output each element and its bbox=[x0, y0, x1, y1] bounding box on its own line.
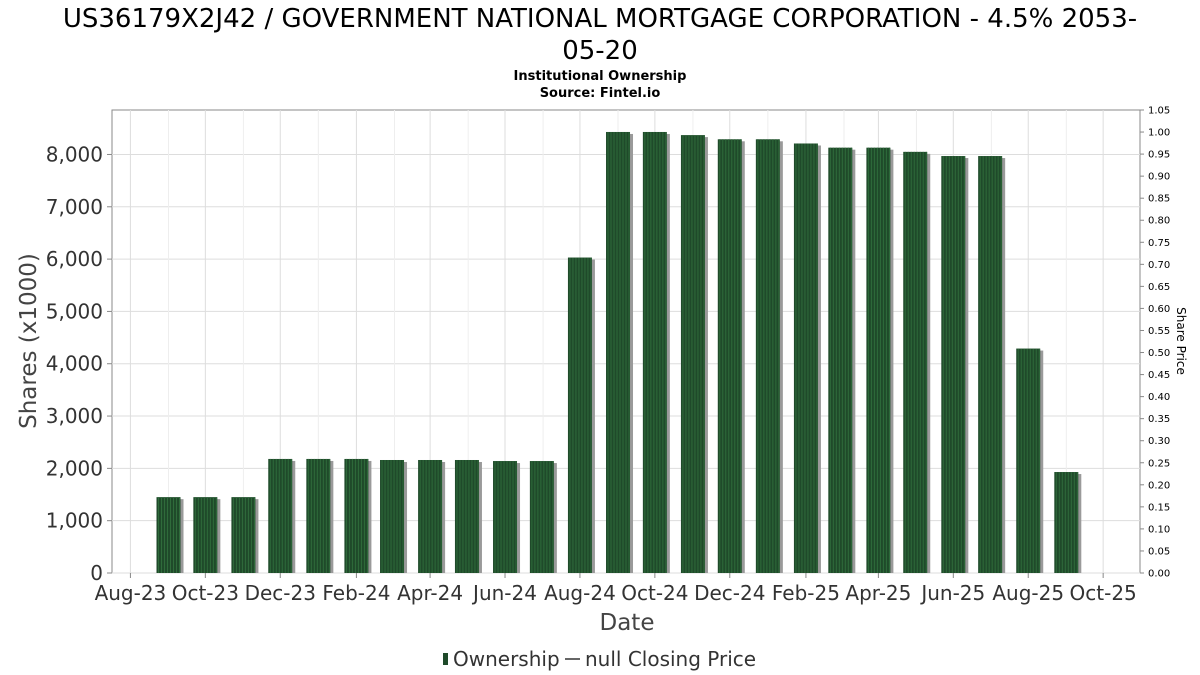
y-tick-label: 0 bbox=[90, 561, 103, 585]
ownership-bar bbox=[529, 461, 554, 573]
chart-title-line2: 05-20 bbox=[562, 36, 638, 66]
x-tick-label: Feb-24 bbox=[322, 581, 390, 605]
ownership-bar bbox=[268, 458, 293, 573]
y-axis-left: 0 1,000 2,000 3,000 4,000 5,000 6,000 7,000 8,00… bbox=[46, 142, 112, 585]
y2-tick-label: 0.95 bbox=[1148, 150, 1170, 161]
bar-fill bbox=[1016, 348, 1041, 573]
y2-tick-label: 0.75 bbox=[1148, 238, 1170, 249]
x-tick-label: Apr-25 bbox=[845, 581, 911, 605]
ownership-bar bbox=[680, 135, 705, 573]
ownership-bar bbox=[344, 458, 369, 573]
ownership-bar bbox=[941, 156, 966, 573]
ownership-bar bbox=[567, 257, 592, 573]
y-tick-label: 1,000 bbox=[46, 509, 103, 533]
chart-source: Source: Fintel.io bbox=[540, 86, 661, 101]
y2-tick-label: 0.45 bbox=[1148, 370, 1170, 381]
y-tick-label: 6,000 bbox=[46, 247, 103, 271]
y2-tick-label: 0.40 bbox=[1148, 392, 1170, 403]
x-tick-label: Oct-24 bbox=[621, 581, 688, 605]
y2-tick-label: 0.10 bbox=[1148, 524, 1170, 535]
x-tick-label: Aug-24 bbox=[544, 581, 616, 605]
chart-subtitle: Institutional Ownership bbox=[514, 69, 687, 84]
y-tick-label: 7,000 bbox=[46, 195, 103, 219]
y-axis-right: 0.00 0.05 0.10 0.15 0.20 0.25 0.30 0.35 0.40 0.45… bbox=[1140, 106, 1170, 580]
ownership-bar bbox=[1016, 348, 1041, 573]
x-tick-label: Oct-25 bbox=[1070, 581, 1137, 605]
ownership-bar bbox=[493, 461, 518, 573]
y-axis-title: Shares (x1000) bbox=[16, 253, 42, 429]
x-tick-label: Jun-25 bbox=[919, 581, 985, 605]
y2-tick-label: 0.65 bbox=[1148, 282, 1170, 293]
y2-tick-label: 0.60 bbox=[1148, 304, 1170, 315]
ownership-bar bbox=[717, 139, 742, 573]
y-tick-label: 2,000 bbox=[46, 456, 103, 480]
ownership-bar bbox=[231, 497, 256, 573]
y-tick-label: 8,000 bbox=[46, 142, 103, 166]
chart-title-line1: US36179X2J42 / GOVERNMENT NATIONAL MORTG… bbox=[63, 4, 1137, 34]
y-tick-label: 5,000 bbox=[46, 299, 103, 323]
x-tick-label: Oct-23 bbox=[172, 581, 239, 605]
y2-tick-label: 0.30 bbox=[1148, 436, 1170, 447]
bars bbox=[156, 131, 1082, 574]
x-tick-label: Jun-24 bbox=[471, 581, 537, 605]
x-tick-label: Aug-23 bbox=[95, 581, 167, 605]
ownership-bar bbox=[606, 131, 631, 573]
y2-tick-label: 0.35 bbox=[1148, 414, 1170, 425]
y2-axis-title: Share Price bbox=[1174, 307, 1188, 375]
ownership-bar bbox=[978, 156, 1003, 573]
legend-price-label: null Closing Price bbox=[585, 647, 756, 671]
ownership-bar bbox=[418, 459, 443, 573]
y2-tick-label: 0.00 bbox=[1148, 569, 1170, 580]
x-tick-label: Dec-24 bbox=[694, 581, 765, 605]
x-tick-label: Feb-25 bbox=[772, 581, 840, 605]
x-tick-label: Aug-25 bbox=[992, 581, 1064, 605]
y-tick-label: 4,000 bbox=[46, 352, 103, 376]
ownership-bar bbox=[642, 131, 667, 573]
x-tick-label: Apr-24 bbox=[397, 581, 463, 605]
ownership-bar bbox=[306, 458, 331, 573]
ownership-bar bbox=[828, 147, 853, 574]
y2-tick-label: 0.90 bbox=[1148, 172, 1170, 183]
y2-tick-label: 0.20 bbox=[1148, 480, 1170, 491]
x-axis-title: Date bbox=[600, 610, 655, 636]
y-tick-label: 3,000 bbox=[46, 404, 103, 428]
y2-tick-label: 0.15 bbox=[1148, 502, 1170, 513]
ownership-bar bbox=[793, 143, 818, 573]
y2-tick-label: 0.85 bbox=[1148, 194, 1170, 205]
y2-tick-label: 0.25 bbox=[1148, 458, 1170, 469]
x-tick-label: Dec-23 bbox=[245, 581, 316, 605]
y2-tick-label: 0.80 bbox=[1148, 216, 1170, 227]
ownership-bar bbox=[903, 151, 928, 574]
y2-tick-label: 0.05 bbox=[1148, 546, 1170, 557]
x-axis: Aug-23 Oct-23 Dec-23 Feb-24 Apr-24 Jun-24 Aug-… bbox=[95, 573, 1137, 605]
y2-tick-label: 0.50 bbox=[1148, 348, 1170, 359]
legend-ownership-label: Ownership bbox=[453, 647, 560, 671]
y2-tick-label: 1.00 bbox=[1148, 128, 1170, 139]
ownership-bar bbox=[755, 139, 780, 573]
legend-ownership-swatch bbox=[443, 653, 448, 665]
y2-tick-label: 1.05 bbox=[1148, 106, 1170, 117]
ownership-bar bbox=[1054, 472, 1079, 573]
ownership-bar bbox=[454, 459, 479, 573]
y2-tick-label: 0.70 bbox=[1148, 260, 1170, 271]
ownership-bar bbox=[866, 147, 891, 574]
legend: Ownership null Closing Price bbox=[443, 647, 756, 671]
gridlines bbox=[112, 110, 1140, 574]
ownership-bar bbox=[380, 459, 405, 573]
y2-tick-label: 0.55 bbox=[1148, 326, 1170, 337]
ownership-bar bbox=[193, 497, 218, 573]
ownership-bar bbox=[156, 497, 181, 573]
